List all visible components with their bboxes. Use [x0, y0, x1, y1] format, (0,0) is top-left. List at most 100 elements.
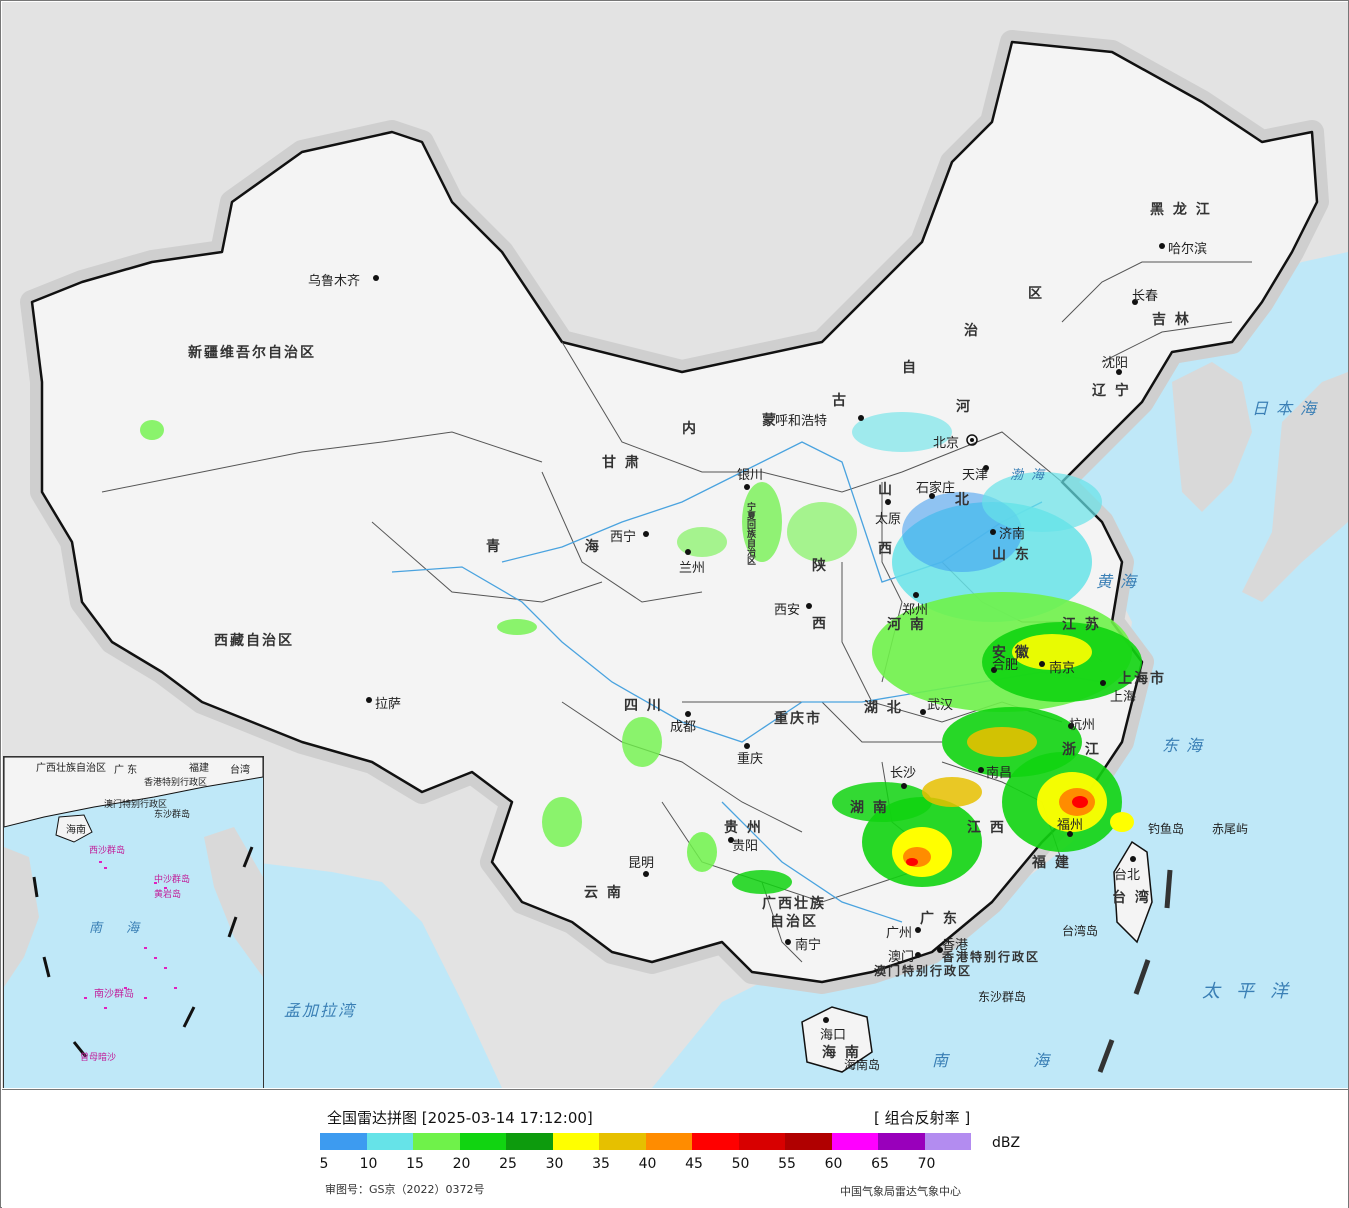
sea-yellow: 黄海 — [1096, 572, 1145, 591]
japan-land — [1242, 372, 1348, 602]
province-neimenggu-zhi: 治 — [964, 323, 980, 339]
province-hebei-bei: 北 — [955, 492, 971, 508]
inset-huangyan: 黄岩岛 — [154, 890, 182, 900]
province-shanxi-xi: 西 — [878, 541, 894, 557]
province-jiangsu: 江 苏 — [1062, 617, 1101, 633]
city-kunming: 昆明 — [628, 856, 655, 871]
province-guangxi-2: 自治区 — [770, 914, 818, 930]
city-beijing: 北京 — [933, 436, 960, 451]
city-harbin: 哈尔滨 — [1168, 242, 1208, 257]
province-jiangxi: 江 西 — [967, 820, 1006, 836]
color-swatch-5 — [320, 1133, 367, 1150]
province-guangxi-1: 广西壮族 — [762, 896, 826, 912]
tick-label: 65 — [871, 1156, 889, 1172]
tick-label: 50 — [731, 1156, 750, 1172]
city-nanjing: 南京 — [1049, 661, 1076, 676]
tick-label: 20 — [452, 1156, 471, 1172]
province-hubei: 湖 北 — [864, 700, 903, 716]
city-shenyang: 沈阳 — [1102, 356, 1129, 371]
province-shanghai: 上海市 — [1118, 671, 1166, 687]
korea-land — [1172, 362, 1252, 512]
tick-label: 5 — [319, 1156, 329, 1172]
sea-south: 南 海 — [932, 1051, 1090, 1070]
island-chiwei: 赤尾屿 — [1212, 822, 1249, 836]
city-hangzhou: 杭州 — [1069, 718, 1096, 733]
city-haikou: 海口 — [820, 1028, 847, 1043]
province-guizhou: 贵 州 — [724, 820, 763, 836]
city-fuzhou: 福州 — [1057, 818, 1084, 833]
color-swatch-65 — [878, 1133, 925, 1150]
color-swatch-70 — [924, 1133, 971, 1150]
province-qinghai: 青 海 — [486, 539, 639, 555]
basemap-svg — [20, 30, 1348, 1088]
city-wuhan: 武汉 — [927, 698, 954, 713]
map-approval-number: 审图号：GS京（2022）0372号 — [325, 1183, 485, 1196]
city-taipei: 台北 — [1114, 868, 1141, 883]
legend-unit: dBZ — [992, 1135, 1021, 1151]
city-xian: 西安 — [774, 603, 801, 618]
color-swatch-40 — [645, 1133, 692, 1150]
city-markers — [366, 243, 1165, 1023]
province-sichuan: 四 川 — [624, 698, 663, 714]
taiwan-island — [1113, 840, 1153, 944]
province-xizang: 西藏自治区 — [214, 633, 294, 649]
province-gansu-1: 甘 肃 — [602, 455, 641, 471]
province-fujian: 福 建 — [1032, 855, 1071, 871]
city-macau: 澳门 — [888, 950, 915, 965]
inset-hk: 香港特别行政区 — [144, 778, 208, 788]
city-guiyang: 贵阳 — [732, 839, 759, 854]
city-changsha: 长沙 — [890, 766, 917, 781]
city-nanning: 南宁 — [795, 938, 822, 953]
island-taiwan: 台湾岛 — [1062, 924, 1099, 938]
color-swatch-35 — [599, 1133, 646, 1150]
color-swatch-45 — [692, 1133, 739, 1150]
city-hefei: 合肥 — [992, 658, 1019, 673]
city-jinan: 济南 — [999, 527, 1026, 542]
province-macau: 澳门特别行政区 — [874, 964, 973, 978]
province-yunnan: 云 南 — [584, 885, 623, 901]
province-jilin: 吉 林 — [1152, 312, 1191, 328]
city-hohhot: 呼和浩特 — [775, 414, 828, 429]
tick-label: 55 — [778, 1156, 796, 1172]
city-shanghai: 上海 — [1110, 690, 1137, 705]
province-hk: 香港特别行政区 — [942, 950, 1041, 964]
city-tianjin: 天津 — [962, 468, 989, 483]
city-xining: 西宁 — [610, 530, 637, 545]
radar-echoes — [140, 412, 1142, 894]
sea-east: 东海 — [1162, 736, 1211, 755]
legend-panel: 全国雷达拼图 [2025-03-14 17:12:00] [ 组合反射率 ] d… — [2, 1089, 1348, 1208]
tick-label: 25 — [499, 1156, 517, 1172]
province-neimenggu-zi: 自 — [902, 360, 918, 376]
color-swatch-25 — [506, 1133, 553, 1150]
island-hainan: 海南岛 — [844, 1058, 881, 1072]
hainan-island — [801, 1006, 873, 1073]
inset-south-sea: 南 海 — [89, 921, 150, 936]
tick-label: 40 — [638, 1156, 657, 1172]
inset-fujian: 福建 — [189, 763, 209, 774]
inset-dongsha: 东沙群岛 — [154, 810, 191, 820]
province-shanxi-shan: 山 — [878, 482, 894, 498]
color-swatch-30 — [552, 1133, 599, 1150]
inset-taiwan: 台湾 — [230, 765, 250, 776]
sea-bengal: 孟加拉湾 — [284, 1001, 357, 1020]
city-taiyuan: 太原 — [875, 512, 902, 527]
city-shijiazhuang: 石家庄 — [916, 481, 956, 496]
province-shaanxi-xi: 西 — [812, 616, 828, 632]
province-neimenggu-nei: 内 — [682, 421, 698, 437]
radar-map: 新疆维吾尔自治区 西藏自治区 青 海 甘 肃 内 蒙 古 自 治 区 黑 龙 江… — [2, 2, 1348, 1088]
tick-label: 35 — [592, 1156, 610, 1172]
city-zhengzhou: 郑州 — [902, 603, 929, 618]
color-swatch-60 — [831, 1133, 878, 1150]
tick-label: 30 — [545, 1156, 564, 1172]
legend-title: 全国雷达拼图 [2025-03-14 17:12:00] — [327, 1109, 593, 1127]
province-anhui: 安 徽 — [992, 645, 1031, 661]
inset-zhongsha: 中沙群岛 — [154, 875, 191, 885]
color-swatch-20 — [459, 1133, 506, 1150]
sea-area — [652, 252, 1348, 1088]
color-swatch-50 — [738, 1133, 785, 1150]
province-zhejiang: 浙 江 — [1062, 742, 1101, 758]
province-liaoning: 辽 宁 — [1092, 383, 1131, 399]
province-neimenggu-meng: 蒙 — [762, 413, 778, 429]
city-changchun: 长春 — [1132, 289, 1159, 304]
